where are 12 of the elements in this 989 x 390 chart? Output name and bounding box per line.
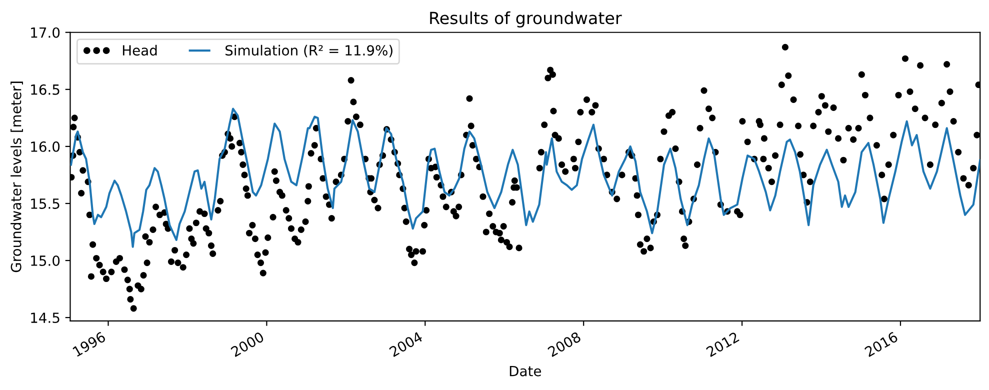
y-tick-label: 15.0 [31, 255, 60, 266]
y-tick-label: 17.0 [31, 27, 60, 38]
x-axis-title: Date [510, 366, 542, 376]
line-series [70, 108, 980, 248]
y-tick-label: 16.0 [31, 141, 60, 152]
legend-label: Simulation (R² = 11.9%) [226, 44, 392, 58]
chart-title: Results of groundwater [430, 11, 622, 28]
legend-label: Head [122, 44, 157, 56]
y-tick-label: 16.5 [31, 84, 60, 95]
y-axis-title: Groundwater levels [meter] [10, 82, 23, 272]
y-tick-label: 15.5 [31, 198, 60, 209]
y-tick-label: 14.5 [31, 312, 60, 324]
